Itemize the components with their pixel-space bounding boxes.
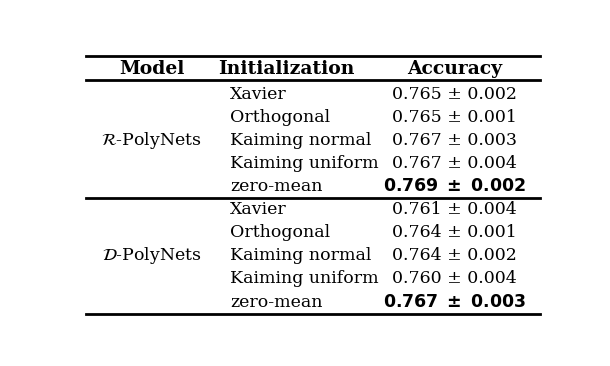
Text: 0.765 ± 0.001: 0.765 ± 0.001 [392,109,517,126]
Text: Kaiming normal: Kaiming normal [230,132,371,149]
Text: Accuracy: Accuracy [407,60,502,78]
Text: Orthogonal: Orthogonal [230,224,330,241]
Text: Kaiming uniform: Kaiming uniform [230,270,379,287]
Text: zero-mean: zero-mean [230,294,323,311]
Text: 0.765 ± 0.002: 0.765 ± 0.002 [392,86,517,102]
Text: 0.767 ± 0.004: 0.767 ± 0.004 [392,155,517,172]
Text: Kaiming uniform: Kaiming uniform [230,155,379,172]
Text: 0.761 ± 0.004: 0.761 ± 0.004 [392,201,517,218]
Text: Kaiming normal: Kaiming normal [230,247,371,264]
Text: 0.767 ± 0.003: 0.767 ± 0.003 [392,132,517,149]
Text: $\mathcal{D}$-PolyNets: $\mathcal{D}$-PolyNets [102,245,202,266]
Text: 0.760 ± 0.004: 0.760 ± 0.004 [392,270,517,287]
Text: $\mathbf{0.767\ \pm\ 0.003}$: $\mathbf{0.767\ \pm\ 0.003}$ [383,294,526,311]
Text: zero-mean: zero-mean [230,178,323,195]
Text: Xavier: Xavier [230,86,287,102]
Text: Model: Model [119,60,185,78]
Text: Xavier: Xavier [230,201,287,218]
Text: $\mathbf{0.769\ \pm\ 0.002}$: $\mathbf{0.769\ \pm\ 0.002}$ [383,178,526,195]
Text: $\mathcal{R}$-PolyNets: $\mathcal{R}$-PolyNets [101,130,203,151]
Text: 0.764 ± 0.001: 0.764 ± 0.001 [392,224,517,241]
Text: Orthogonal: Orthogonal [230,109,330,126]
Text: Initialization: Initialization [218,60,355,78]
Text: 0.764 ± 0.002: 0.764 ± 0.002 [392,247,517,264]
